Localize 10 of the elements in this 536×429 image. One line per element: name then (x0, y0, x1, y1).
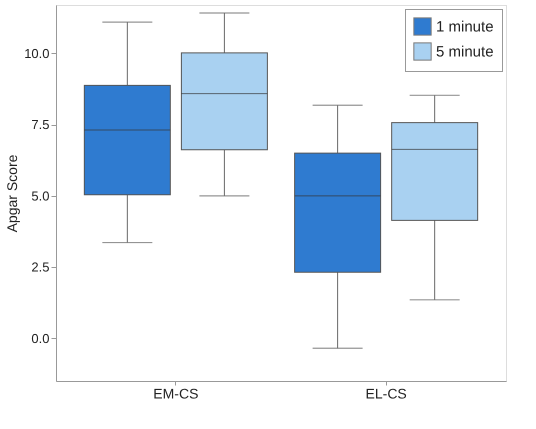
y-tick-label: 0.0 (31, 330, 50, 346)
y-tick-label: 2.5 (31, 260, 50, 275)
y-tick-label: 5.0 (31, 188, 50, 204)
legend-label: 1 minute (436, 18, 494, 36)
x-tick-label: EL-CS (366, 386, 407, 402)
y-tick-label: 7.5 (31, 117, 50, 132)
y-tick-label: 10.0 (24, 46, 50, 61)
x-tick-label: EM-CS (153, 386, 198, 402)
y-axis-title: Apgar Score (4, 154, 20, 232)
legend-label: 5 minute (436, 44, 494, 60)
